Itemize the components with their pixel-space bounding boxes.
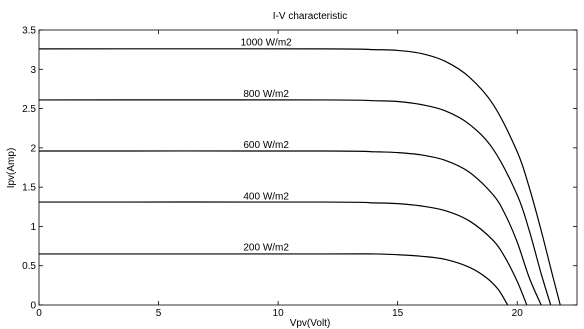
x-tick-label: 10 [273,308,285,319]
series-label: 600 W/m2 [243,140,289,151]
y-tick-label: 3 [30,65,36,76]
y-axis-title: Ipv(Amp) [6,148,17,189]
series-line [38,150,542,306]
x-tick-label: 20 [512,308,524,319]
series-line [38,99,552,306]
y-tick-label: 0.5 [22,261,36,272]
y-tick-label: 2.5 [22,104,36,115]
y-tick-label: 0 [30,301,36,312]
series-label: 800 W/m2 [243,89,289,100]
series-line [38,48,561,306]
series-label: 1000 W/m2 [241,37,293,48]
series-line [38,253,509,306]
plot-frame [38,29,578,306]
x-tick-label: 15 [392,308,404,319]
chart-title: I-V characteristic [273,11,347,22]
x-axis-title: Vpv(Volt) [290,318,331,329]
y-tick-label: 1 [30,222,36,233]
series-label: 200 W/m2 [243,242,289,253]
x-tick-label: 5 [156,308,162,319]
series-line [38,201,528,306]
y-tick-label: 3.5 [22,26,36,37]
y-tick-label: 1.5 [22,183,36,194]
y-tick-label: 2 [30,143,36,154]
x-tick-label: 0 [36,308,42,319]
plot-area: 0 5 10 15 20 0 0.5 1 1.5 2 2.5 3 3.5 1000 W/m2 800 W/m… [22,26,578,319]
series-label: 400 W/m2 [243,191,289,202]
